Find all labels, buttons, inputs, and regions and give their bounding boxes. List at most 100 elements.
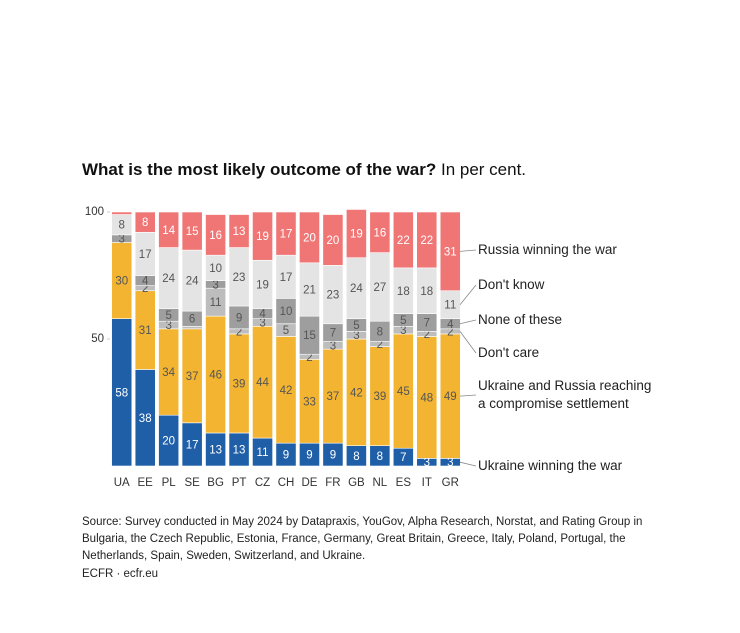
bar-segment [181,211,203,251]
value-label: 9 [283,450,289,462]
x-tick-label: FR [325,477,340,489]
value-label: 3 [447,457,453,469]
value-label: 22 [420,235,433,247]
value-label: 11 [257,447,269,459]
bar-segment [275,211,297,256]
value-label: 9 [330,450,336,462]
bar-segment [205,214,226,256]
legend-label: Ukraine and Russia reaching a compromise… [478,378,652,411]
bar-segment [322,214,344,266]
legend-label: None of these [478,312,563,327]
x-tick-label: PL [162,477,177,489]
legend-leader [459,394,477,397]
value-label: 46 [209,370,222,382]
x-tick-label: DE [301,477,317,489]
value-label: 2 [377,339,383,351]
value-label: 48 [420,392,433,404]
value-label: 42 [350,387,363,399]
value-label: 18 [420,286,433,298]
value-label: 39 [233,378,246,390]
value-label: 4 [142,276,149,288]
value-label: 19 [256,279,269,291]
x-tick-label: ES [396,477,412,489]
x-tick-label: GB [348,477,365,489]
value-label: 42 [280,385,293,397]
value-label: 17 [186,439,199,451]
legend-leader [459,319,477,325]
value-label: 3 [400,325,406,337]
value-label: 9 [306,450,312,462]
value-label: 38 [139,413,152,425]
value-label: 24 [162,273,175,285]
bar-segment [181,325,203,330]
value-label: 45 [397,386,410,398]
value-label: 5 [283,325,289,337]
bar-segment [392,211,414,269]
value-label: 17 [280,229,293,241]
x-tick-label: BG [207,477,224,489]
legend-label: Russia winning the war [478,242,617,257]
value-label: 21 [303,285,316,297]
value-label: 8 [119,220,125,232]
bar-segment [228,214,250,248]
value-label: 10 [280,306,293,318]
bar-segment [346,209,367,259]
x-tick-label: UA [114,477,130,489]
value-label: 2 [236,326,242,338]
x-tick-label: SE [184,477,200,489]
value-label: 5 [400,315,406,327]
value-label: 17 [139,249,152,261]
value-label: 2 [142,283,148,295]
x-tick-label: CH [278,477,295,489]
value-label: 8 [377,451,383,463]
value-label: 17 [280,272,293,284]
value-label: 11 [444,300,456,312]
value-label: 10 [209,263,222,275]
value-label: 20 [162,436,175,448]
credit: ECFR · ecfr.eu [82,568,159,580]
value-label: 3 [353,330,359,342]
value-label: 3 [424,457,430,469]
value-label: 3 [259,318,265,330]
x-tick-label: CZ [255,477,270,489]
value-label: 34 [162,367,175,379]
x-tick-label: NL [373,477,388,489]
legend-leader [459,461,477,467]
value-label: 15 [186,226,199,238]
x-tick-label: EE [138,477,154,489]
x-tick-label: GR [442,477,459,489]
value-label: 13 [233,445,246,457]
value-label: 2 [424,329,430,341]
value-label: 6 [189,314,195,326]
value-label: 27 [373,282,386,294]
value-label: 23 [327,290,340,302]
value-label: 8 [353,451,359,463]
y-tick-label: 100 [85,206,104,218]
value-label: 3 [330,340,336,352]
value-label: 39 [373,391,386,403]
value-label: 23 [233,272,246,284]
bar-segment [158,211,180,248]
value-label: 8 [142,217,148,229]
value-label: 7 [400,452,406,464]
value-label: 18 [397,286,410,298]
value-label: 31 [444,246,457,258]
value-label: 19 [256,231,269,243]
value-label: 24 [350,283,363,295]
value-label: 13 [233,226,246,238]
title: What is the most likely outcome of the w… [82,160,526,180]
value-label: 13 [209,445,222,457]
source: Source: Survey conducted in May 2024 by … [82,516,643,562]
value-label: 20 [303,232,316,244]
legend-label: Don't care [478,345,540,360]
value-label: 3 [165,320,171,332]
value-label: 37 [327,391,340,403]
legend-leader [459,331,477,354]
chart-subtitle: In per cent. [440,160,527,179]
x-tick-label: PT [232,477,247,489]
bar-segment [111,211,133,215]
value-label: 5 [165,310,171,322]
value-label: 3 [212,279,218,291]
value-label: 16 [373,227,386,239]
